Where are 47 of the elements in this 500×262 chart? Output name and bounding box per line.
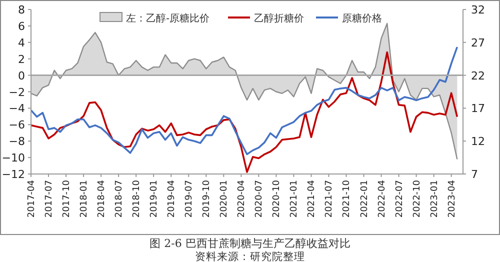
x-tick-label: 2019-07 (184, 180, 195, 218)
x-tick-label: 2021-04 (307, 180, 318, 218)
y-tick-label: −6 (8, 118, 25, 132)
x-tick-label: 2019-04 (167, 180, 178, 218)
y-tick-label: 8 (18, 4, 25, 16)
x-tick-label: 2021-07 (324, 180, 335, 218)
x-tick-label: 2021-10 (342, 180, 352, 218)
x-tick-label: 2017-07 (44, 180, 55, 218)
x-tick-label: 2018-10 (132, 180, 142, 218)
y2-tick-label: 7 (471, 168, 478, 181)
x-tick-label: 2018-01 (80, 180, 90, 218)
y-tick-label: −10 (2, 152, 25, 165)
x-tick-label: 2020-04 (237, 180, 248, 218)
y-tick-label: −2 (8, 86, 25, 99)
x-tick-label: 2019-01 (150, 180, 160, 218)
y-tick-label: 2 (18, 52, 25, 66)
x-tick-label: 2017-04 (27, 180, 37, 218)
y-tick-label: −12 (2, 168, 25, 181)
x-tick-label: 2022-04 (377, 180, 388, 218)
x-tick-label: 2020-10 (272, 180, 282, 218)
y-tick-label: −4 (8, 102, 25, 116)
x-tick-label: 2022-01 (360, 180, 370, 218)
text: 资料来源：研究院整理 (195, 250, 305, 262)
y2-tick-label: 22 (471, 69, 485, 82)
x-tick-label: 2019-10 (202, 180, 212, 218)
x-tick-label: 2020-01 (220, 180, 230, 218)
y-tick-label: 0 (18, 69, 25, 82)
x-tick-label: 2020-07 (254, 180, 265, 218)
x-tick-label: 2018-04 (97, 180, 108, 218)
text: 图 2-6 巴西甘蔗制糖与生产乙醇收益对比 (150, 237, 350, 250)
x-tick-label: 2017-10 (62, 180, 72, 218)
y-tick-label: 6 (18, 20, 25, 33)
x-tick-label: 2022-10 (412, 180, 422, 218)
x-tick-label: 2018-07 (114, 180, 125, 218)
x-tick-label: 2023-01 (430, 180, 440, 218)
y-tick-label: −8 (8, 135, 25, 148)
legend-label: 乙醇折糖价 (254, 12, 304, 24)
y2-tick-label: 17 (471, 102, 485, 116)
y-tick-label: 4 (18, 36, 25, 50)
legend-label: 左：乙醇-原糖比价 (126, 12, 210, 24)
legend-label: 原糖价格 (342, 12, 382, 24)
x-tick-label: 2023-04 (447, 180, 458, 218)
y2-tick-label: 12 (471, 135, 485, 148)
x-tick-label: 2021-01 (290, 180, 300, 218)
y2-tick-label: 32 (471, 4, 485, 16)
x-tick-label: 2022-07 (394, 180, 405, 218)
y2-tick-label: 27 (471, 36, 485, 50)
